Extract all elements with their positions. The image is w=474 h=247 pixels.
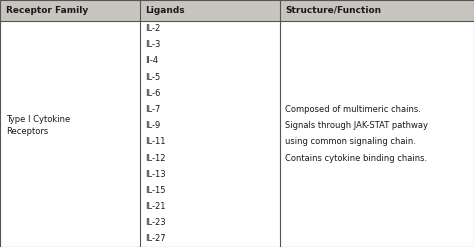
Text: IL-27: IL-27 <box>146 234 166 243</box>
Text: IL-11: IL-11 <box>146 137 166 146</box>
Text: using common signaling chain.: using common signaling chain. <box>285 137 416 146</box>
Text: Contains cytokine binding chains.: Contains cytokine binding chains. <box>285 154 428 163</box>
Text: Receptors: Receptors <box>6 127 48 136</box>
Text: IL-7: IL-7 <box>146 105 161 114</box>
Text: Structure/Function: Structure/Function <box>285 6 382 15</box>
Text: IL-23: IL-23 <box>146 218 166 227</box>
Text: IL-5: IL-5 <box>146 73 161 82</box>
Text: Ligands: Ligands <box>146 6 185 15</box>
Text: Receptor Family: Receptor Family <box>6 6 88 15</box>
Text: Composed of multimeric chains.: Composed of multimeric chains. <box>285 105 421 114</box>
Bar <box>140 0 280 21</box>
Text: Signals through JAK-STAT pathway: Signals through JAK-STAT pathway <box>285 121 428 130</box>
Text: IL-3: IL-3 <box>146 40 161 49</box>
Bar <box>280 0 474 21</box>
Bar <box>0 0 140 21</box>
Text: Il-4: Il-4 <box>146 57 159 65</box>
Text: IL-15: IL-15 <box>146 186 166 195</box>
Text: IL-2: IL-2 <box>146 24 161 33</box>
Text: IL-21: IL-21 <box>146 202 166 211</box>
Text: Type I Cytokine: Type I Cytokine <box>6 116 70 124</box>
Text: IL-6: IL-6 <box>146 89 161 98</box>
Text: IL-12: IL-12 <box>146 154 166 163</box>
Text: IL-9: IL-9 <box>146 121 161 130</box>
Text: IL-13: IL-13 <box>146 170 166 179</box>
